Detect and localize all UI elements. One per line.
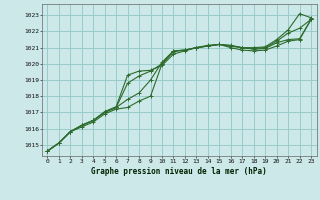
X-axis label: Graphe pression niveau de la mer (hPa): Graphe pression niveau de la mer (hPa): [91, 167, 267, 176]
